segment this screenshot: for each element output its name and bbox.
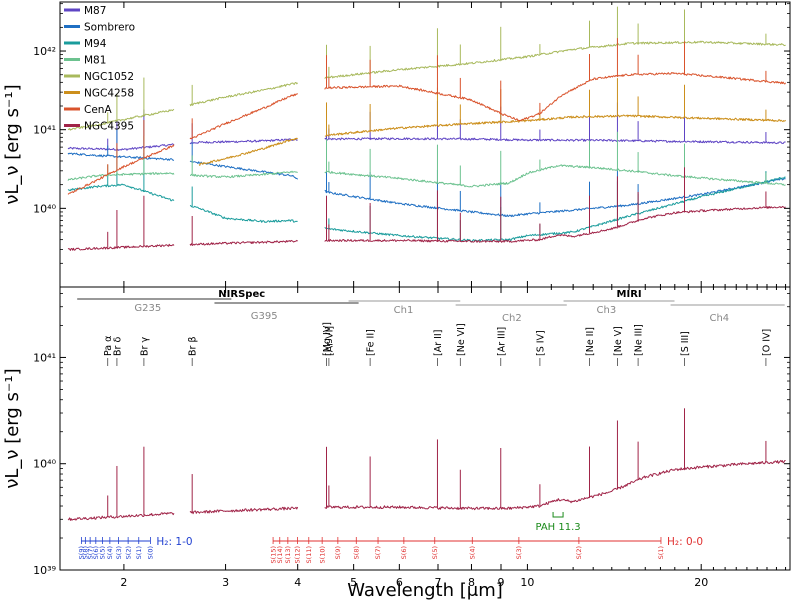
h2-line-label: S(1) — [135, 546, 143, 559]
h2-line-label: S(4) — [106, 546, 114, 559]
legend-label: NGC4395 — [84, 121, 134, 133]
emission-line-label: [Ar III] — [496, 327, 507, 356]
y-tick-label: 10⁴⁰ — [33, 202, 56, 215]
h2-line-label: S(3) — [115, 546, 123, 559]
series-line-m81 — [67, 164, 786, 188]
channel-label: G235 — [134, 303, 161, 314]
pah-label: PAH 11.3 — [535, 522, 580, 533]
emission-line-label: [Ne VI] — [456, 323, 467, 356]
x-tick-label: 20 — [694, 576, 708, 589]
series-line-ngc4258 — [198, 114, 786, 166]
h2-line-label: S(5) — [99, 546, 107, 559]
h2-line-label: S(8) — [352, 546, 360, 559]
emission-line-label: Br δ — [112, 337, 123, 356]
series-line-ngc1052 — [67, 40, 786, 131]
h2-line-label: S(6) — [400, 546, 408, 559]
h2-ladder-label: H₂: 0-0 — [667, 536, 703, 548]
legend-label: M81 — [84, 55, 106, 67]
x-tick-label: 6 — [396, 576, 403, 589]
pah-bracket — [552, 512, 564, 518]
emission-line-label: [Ar VI] — [324, 326, 335, 356]
emission-line-label: [O IV] — [761, 329, 772, 356]
x-tick-label: 4 — [294, 576, 301, 589]
series-line-cena — [67, 72, 787, 195]
figure-frame — [59, 1, 791, 571]
h2-line-label: S(10) — [318, 546, 326, 563]
channel-label: Ch4 — [709, 313, 729, 324]
y-tick-label: 10⁴⁰ — [33, 458, 56, 471]
h2-line-label: S(0) — [147, 546, 155, 559]
x-tick-label: 7 — [434, 576, 441, 589]
h2-line-label: S(14) — [276, 546, 284, 563]
instrument-label: MIRI — [617, 289, 642, 300]
x-axis-label: Wavelength [μm] — [347, 580, 503, 601]
emission-line-label: [Ne III] — [634, 324, 645, 356]
x-tick-label: 9 — [498, 576, 505, 589]
h2-line-label: S(8) — [82, 546, 90, 559]
h2-line-label: S(1) — [657, 546, 665, 559]
h2-line-label: S(6) — [92, 546, 100, 559]
x-tick-label: 5 — [350, 576, 357, 589]
emission-line-label: [Ar II] — [433, 330, 444, 356]
y-tick-label: 10⁴² — [33, 45, 56, 58]
y-axis-label: νL_ν [erg s⁻¹] — [2, 84, 23, 204]
h2-line-label: S(15) — [269, 546, 277, 563]
h2-line-label: S(7) — [374, 546, 382, 559]
channel-label: Ch3 — [597, 305, 617, 316]
emission-line-label: [S III] — [680, 331, 691, 356]
legend-label: NGC1052 — [84, 71, 134, 83]
series-line-ngc4395 — [67, 459, 786, 521]
emission-line-label: [Ne V] — [613, 326, 624, 356]
emission-line-label: [Ne II] — [585, 327, 596, 356]
legend-label: CenA — [84, 104, 112, 116]
y-tick-label: 10⁴¹ — [33, 351, 56, 364]
h2-line-label: S(12) — [294, 546, 302, 563]
h2-line-label: S(7) — [86, 546, 94, 559]
h2-line-label: S(2) — [124, 546, 132, 559]
legend-label: Sombrero — [84, 22, 135, 34]
legend-label: NGC4258 — [84, 88, 134, 100]
legend-label: M94 — [84, 38, 107, 50]
series-line-m94 — [67, 176, 786, 242]
emission-line-label: Pa α — [103, 336, 114, 356]
h2-line-label: S(9) — [78, 546, 86, 559]
h2-line-label: S(4) — [468, 546, 476, 559]
x-tick-label: 10 — [520, 576, 534, 589]
h2-line-label: S(13) — [284, 546, 292, 563]
channel-label: Ch1 — [394, 305, 414, 316]
x-tick-label: 3 — [222, 576, 229, 589]
emission-line-label: [S IV] — [535, 330, 546, 356]
h2-line-label: S(3) — [515, 546, 523, 559]
channel-label: Ch2 — [502, 313, 522, 324]
instrument-label: NIRSpec — [218, 289, 265, 300]
y-tick-label: 10⁴¹ — [33, 124, 56, 137]
emission-line-label: Br β — [188, 336, 199, 356]
emission-line-label: Br γ — [139, 337, 150, 356]
legend: M87 Sombrero M94 M81 NGC1052 NGC4258 CenA NGC43… — [64, 5, 135, 133]
x-tick-label: 8 — [468, 576, 475, 589]
series-line-m87 — [67, 137, 786, 151]
y-axis-label: νL_ν [erg s⁻¹] — [2, 368, 23, 488]
bottom-panel: NIRSpec MIRI G235 G395 Ch1 Ch2 Ch3 Ch4 Pa αBr δ B… — [2, 287, 790, 601]
channel-label: G395 — [251, 311, 278, 322]
emission-line-label: [Fe II] — [366, 329, 377, 356]
h2-line-label: S(2) — [575, 546, 583, 559]
h2-line-label: S(9) — [334, 546, 342, 559]
h2-line-label: S(5) — [431, 546, 439, 559]
top-panel: 10⁴⁰ 10⁴¹ 10⁴² νL_ν [erg s⁻¹] M87 Sombrero M94… — [2, 2, 790, 287]
series-line-ngc4395 — [67, 205, 786, 251]
h2-ladder-label: H₂: 1-0 — [156, 536, 192, 548]
legend-label: M87 — [84, 5, 106, 17]
y-tick-label: 10³⁹ — [33, 564, 56, 577]
h2-line-label: S(11) — [305, 546, 313, 563]
emission-line-label: [Mg IV] — [322, 322, 333, 356]
x-tick-label: 2 — [120, 576, 127, 589]
